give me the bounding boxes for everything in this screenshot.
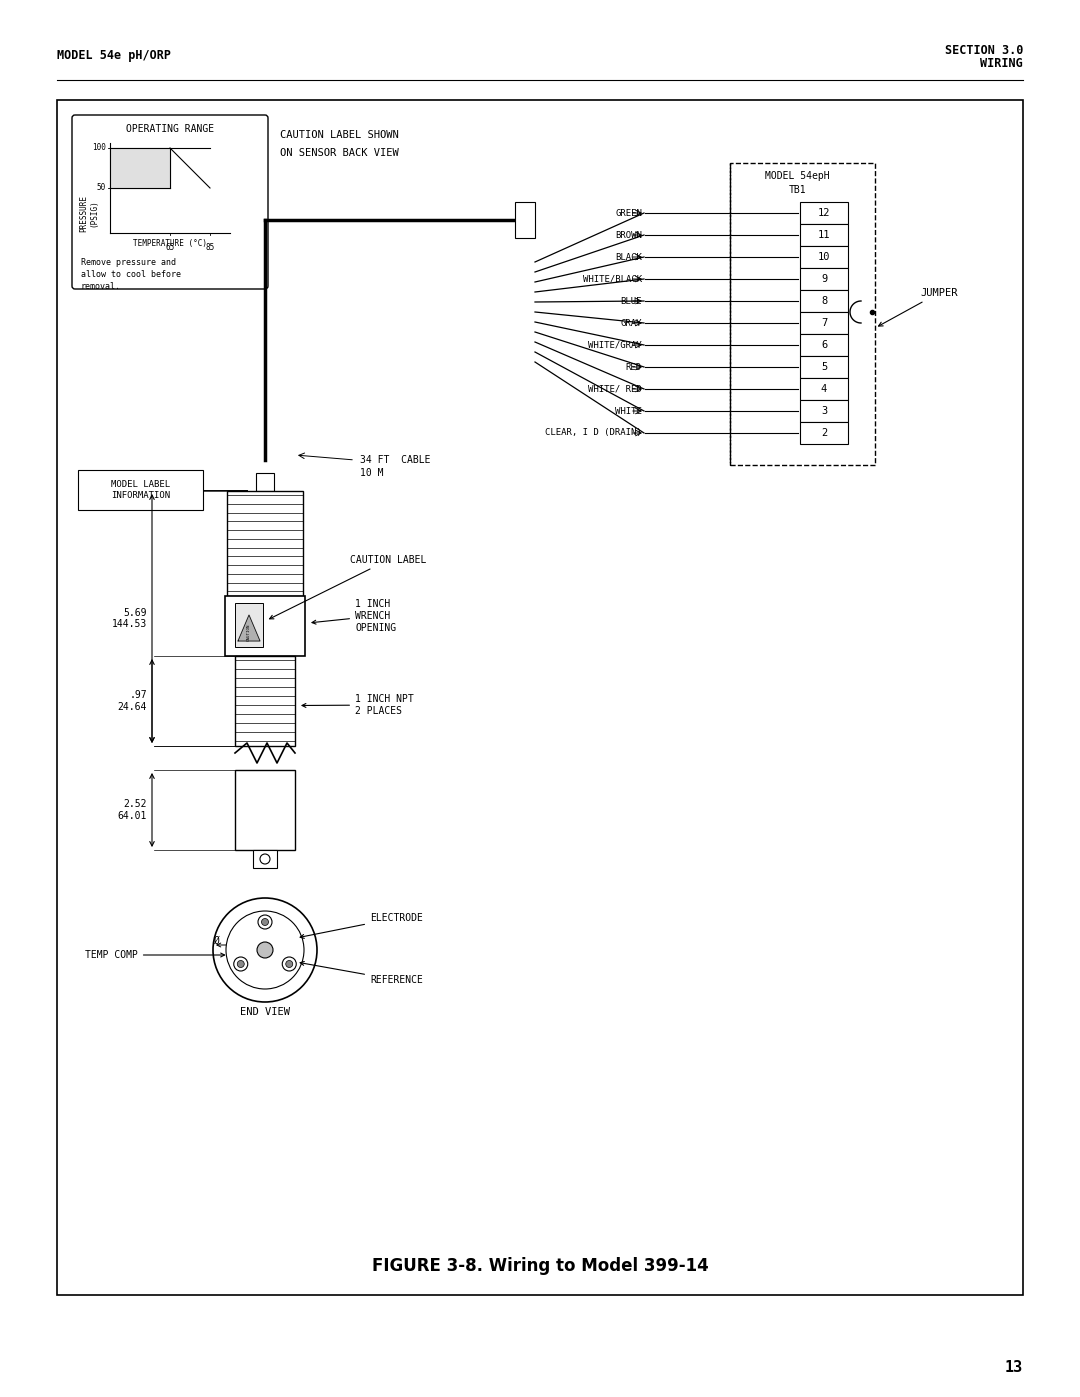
Text: CAUTION LABEL SHOWN: CAUTION LABEL SHOWN (280, 130, 399, 140)
Bar (800, 422, 848, 444)
Bar (78, 469, 203, 510)
Bar (730, 163, 875, 465)
Text: CAUTION: CAUTION (247, 623, 251, 641)
Text: 65: 65 (165, 243, 175, 251)
Text: REFERENCE: REFERENCE (300, 961, 423, 985)
Bar (235, 604, 264, 647)
Text: 3: 3 (821, 407, 827, 416)
Bar (515, 203, 535, 237)
Text: GREEN: GREEN (616, 208, 642, 218)
Bar (800, 268, 848, 291)
Text: 8: 8 (821, 296, 827, 306)
Text: GRAY: GRAY (621, 319, 642, 327)
Text: 11: 11 (818, 231, 831, 240)
Text: 7: 7 (821, 319, 827, 328)
Text: 10 M: 10 M (360, 468, 383, 478)
Text: MODEL 54epH: MODEL 54epH (766, 170, 829, 182)
Text: MODEL LABEL
INFORMATION: MODEL LABEL INFORMATION (111, 481, 170, 500)
Text: 5.69
144.53: 5.69 144.53 (111, 608, 147, 629)
Text: Remove pressure and
allow to cool before
removal.: Remove pressure and allow to cool before… (81, 258, 181, 291)
Text: ELECTRODE: ELECTRODE (300, 914, 423, 939)
Text: WHITE/ RED: WHITE/ RED (589, 384, 642, 394)
Bar (800, 379, 848, 400)
Text: WHITE: WHITE (616, 407, 642, 415)
Bar (800, 400, 848, 422)
Bar (235, 657, 295, 746)
Text: 10: 10 (818, 251, 831, 263)
Bar (800, 224, 848, 246)
Text: 1 INCH NPT
2 PLACES: 1 INCH NPT 2 PLACES (302, 694, 414, 715)
Text: 13: 13 (1004, 1361, 1023, 1375)
Bar (800, 356, 848, 379)
Text: BROWN: BROWN (616, 231, 642, 239)
Text: CAUTION LABEL: CAUTION LABEL (270, 555, 427, 619)
Text: 2.52
64.01: 2.52 64.01 (118, 799, 147, 821)
Text: 100: 100 (92, 144, 106, 152)
Text: TEMP COMP: TEMP COMP (85, 950, 225, 960)
Bar (235, 770, 295, 849)
Text: RED: RED (626, 362, 642, 372)
Text: 85: 85 (205, 243, 215, 251)
Text: TEMPERATURE (°C): TEMPERATURE (°C) (133, 239, 207, 249)
Text: TB1: TB1 (788, 184, 807, 196)
Bar (800, 291, 848, 312)
Text: 4: 4 (821, 384, 827, 394)
Text: 5: 5 (821, 362, 827, 372)
Text: 2: 2 (821, 427, 827, 439)
Circle shape (258, 915, 272, 929)
Polygon shape (238, 615, 260, 641)
Bar (800, 312, 848, 334)
Text: .97
24.64: .97 24.64 (118, 690, 147, 712)
Text: ON SENSOR BACK VIEW: ON SENSOR BACK VIEW (280, 148, 399, 158)
Circle shape (260, 854, 270, 863)
Text: 34 FT  CABLE: 34 FT CABLE (360, 455, 431, 465)
Text: PRESSURE
(PSIG): PRESSURE (PSIG) (79, 194, 98, 232)
Text: BLUE: BLUE (621, 296, 642, 306)
Bar (800, 334, 848, 356)
Text: 1 INCH
WRENCH
OPENING: 1 INCH WRENCH OPENING (312, 599, 396, 633)
Circle shape (233, 957, 247, 971)
Circle shape (257, 942, 273, 958)
Text: WIRING: WIRING (981, 57, 1023, 70)
Circle shape (261, 918, 269, 925)
Text: JUMPER: JUMPER (878, 288, 958, 326)
Bar (57, 101, 1023, 1295)
Bar (253, 849, 276, 868)
Bar (227, 490, 303, 597)
Text: Ø  1.0
    25.5: Ø 1.0 25.5 (213, 936, 260, 957)
Text: BLACK: BLACK (616, 253, 642, 261)
Text: SECTION 3.0: SECTION 3.0 (945, 43, 1023, 57)
Text: 12: 12 (818, 208, 831, 218)
Text: MODEL 54e pH/ORP: MODEL 54e pH/ORP (57, 49, 171, 61)
Text: CLEAR, I D (DRAIN): CLEAR, I D (DRAIN) (545, 429, 642, 437)
Text: 6: 6 (821, 339, 827, 351)
Bar (256, 474, 274, 490)
Circle shape (238, 961, 244, 968)
Text: END VIEW: END VIEW (240, 1007, 291, 1017)
FancyBboxPatch shape (72, 115, 268, 289)
Bar (225, 597, 305, 657)
Bar (800, 203, 848, 224)
Bar (800, 246, 848, 268)
Circle shape (282, 957, 296, 971)
Text: WHITE/BLACK: WHITE/BLACK (583, 274, 642, 284)
Text: 50: 50 (97, 183, 106, 193)
Circle shape (226, 911, 303, 989)
Polygon shape (110, 148, 170, 189)
Circle shape (213, 898, 318, 1002)
Circle shape (286, 961, 293, 968)
Text: WHITE/GRAY: WHITE/GRAY (589, 341, 642, 349)
Text: OPERATING RANGE: OPERATING RANGE (126, 124, 214, 134)
Text: FIGURE 3-8. Wiring to Model 399-14: FIGURE 3-8. Wiring to Model 399-14 (372, 1257, 708, 1275)
Text: 9: 9 (821, 274, 827, 284)
